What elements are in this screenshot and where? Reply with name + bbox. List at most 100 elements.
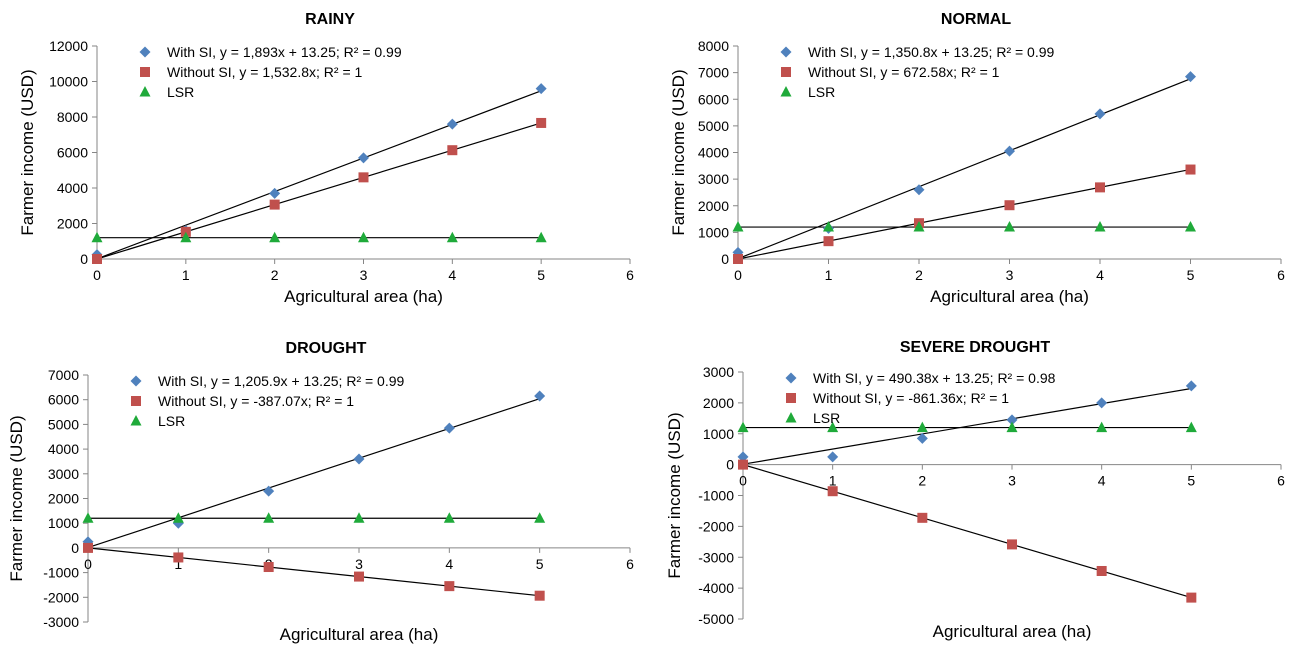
data-point <box>353 512 365 523</box>
x-axis-title: Agricultural area (ha) <box>280 625 439 644</box>
legend-marker <box>140 67 150 77</box>
data-point <box>1004 221 1015 232</box>
trend-line <box>87 398 540 549</box>
data-point <box>534 390 546 402</box>
legend-entry: Without SI, y = 672.58x; R² = 1 <box>808 64 1000 80</box>
y-tick-label: -2000 <box>698 518 734 534</box>
y-tick-label: 6000 <box>698 91 729 107</box>
x-tick-label: 3 <box>1008 473 1016 489</box>
data-point <box>913 184 925 196</box>
x-tick-label: 6 <box>626 556 634 572</box>
data-point <box>827 421 839 433</box>
data-point <box>353 453 365 465</box>
x-tick-label: 2 <box>915 267 923 283</box>
y-tick-label: 12000 <box>49 38 88 54</box>
data-point <box>269 199 280 210</box>
data-point <box>1185 421 1197 433</box>
y-tick-label: 8000 <box>57 109 88 125</box>
trend-line <box>87 547 540 597</box>
y-tick-label: 2000 <box>48 491 79 507</box>
x-tick-label: 1 <box>182 267 190 283</box>
data-point <box>91 231 103 243</box>
y-tick-label: 7000 <box>698 65 729 81</box>
x-tick-label: 4 <box>448 267 456 283</box>
trend-line <box>742 387 1192 465</box>
chart-title: NORMAL <box>941 11 1011 28</box>
data-point <box>916 432 928 444</box>
y-tick-label: 0 <box>71 540 79 556</box>
y-tick-label: -3000 <box>43 614 79 630</box>
data-point <box>732 221 744 232</box>
x-tick-label: 0 <box>734 267 742 283</box>
data-point <box>1094 221 1106 232</box>
data-point <box>1185 380 1197 392</box>
series-diamond <box>732 71 1196 258</box>
chart-title: DROUGHT <box>286 340 367 357</box>
series-triangle <box>732 221 1196 232</box>
data-point <box>536 117 547 128</box>
x-tick-label: 5 <box>536 556 544 572</box>
data-point <box>447 145 458 156</box>
y-tick-label: 6000 <box>48 392 79 408</box>
x-tick-label: 4 <box>1096 267 1104 283</box>
data-point <box>263 512 275 523</box>
legend-marker <box>781 67 791 77</box>
x-tick-label: 0 <box>739 473 747 489</box>
y-tick-label: 8000 <box>698 38 729 54</box>
series-square <box>83 542 545 601</box>
x-tick-label: 5 <box>537 267 545 283</box>
chart-panel: NORMAL 0 1000 2000 3000 4000 5000 6000 7000 8000 0… <box>669 11 1285 306</box>
legend-marker <box>786 393 796 403</box>
y-axis-title: Farmer income (USD) <box>7 415 26 581</box>
data-point <box>738 459 748 470</box>
y-tick-label: 3000 <box>703 364 734 380</box>
data-point <box>263 485 275 497</box>
data-point <box>1185 164 1196 175</box>
data-point <box>1185 221 1196 232</box>
x-tick-label: 1 <box>829 473 837 489</box>
data-point <box>173 552 184 563</box>
y-tick-label: -1000 <box>43 565 79 581</box>
data-point <box>1095 182 1105 193</box>
y-tick-label: 2000 <box>57 216 88 232</box>
trend-line <box>96 122 542 260</box>
legend-entry: With SI, y = 490.38x + 13.25; R² = 0.98 <box>813 370 1056 386</box>
data-point <box>269 231 281 243</box>
x-tick-label: 2 <box>271 267 279 283</box>
data-point <box>535 83 547 95</box>
data-point <box>737 421 749 433</box>
y-tick-label: 7000 <box>48 367 79 383</box>
data-point <box>444 581 455 592</box>
trend-line <box>96 90 542 260</box>
data-point <box>443 422 455 434</box>
y-tick-label: 0 <box>721 251 729 267</box>
chart-title: SEVERE DROUGHT <box>900 339 1050 356</box>
data-point <box>263 562 274 573</box>
x-tick-label: 3 <box>1006 267 1014 283</box>
series-diamond <box>91 83 547 261</box>
y-tick-label: -4000 <box>698 580 734 596</box>
data-point <box>443 512 455 523</box>
x-axis-title: Agricultural area (ha) <box>933 622 1092 641</box>
legend-entry: With SI, y = 1,893x + 13.25; R² = 0.99 <box>167 44 402 60</box>
data-point <box>916 421 928 433</box>
x-axis-title: Agricultural area (ha) <box>930 287 1089 306</box>
data-point <box>1006 421 1018 433</box>
y-tick-label: 4000 <box>57 180 88 196</box>
data-point <box>180 231 192 243</box>
y-tick-label: -5000 <box>698 611 734 627</box>
data-point <box>823 236 834 247</box>
legend-entry: With SI, y = 1,350.8x + 13.25; R² = 0.99 <box>808 44 1055 60</box>
y-tick-label: 5000 <box>48 416 79 432</box>
data-point <box>1004 200 1015 211</box>
data-point <box>1185 71 1196 83</box>
y-tick-label: -3000 <box>698 549 734 565</box>
chart-panel: RAINY 0 2000 4000 6000 8000 10000 12000 0 1 2 3 4 5 6 F… <box>18 11 634 306</box>
legend-marker <box>139 86 151 97</box>
data-point <box>354 571 364 582</box>
legend-marker <box>130 375 142 387</box>
series-triangle <box>91 231 547 243</box>
data-point <box>358 152 369 164</box>
legend-entry: Without SI, y = -387.07x; R² = 1 <box>158 393 354 409</box>
